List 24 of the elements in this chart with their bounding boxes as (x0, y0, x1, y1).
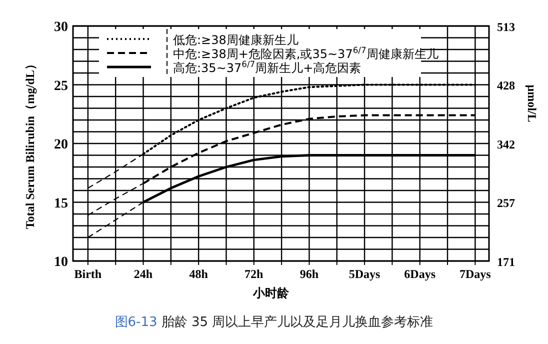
y2-axis-title: μmol/L (525, 84, 539, 122)
legend-label: 高危:35~37$^{6/7}$周新生儿+高危因素 (173, 59, 362, 75)
y2-tick-label: 513 (497, 20, 515, 34)
x-tick-label: 96h (300, 267, 319, 281)
x-tick-label: 7Days (460, 267, 492, 281)
x-tick-label: 24h (134, 267, 153, 281)
x-tick-label: Birth (74, 267, 102, 281)
x-axis-title: 小时龄 (252, 286, 290, 300)
y-tick-label: 15 (54, 196, 68, 212)
x-tick-label: 6Days (404, 267, 436, 281)
legend-label: 低危:≥38周健康新生儿 (173, 33, 298, 47)
x-tick-label: 48h (189, 267, 208, 281)
y2-tick-label: 257 (497, 196, 515, 210)
y-tick-label: 10 (54, 255, 68, 270)
y2-tick-label: 428 (497, 78, 515, 92)
y-tick-label: 20 (54, 138, 68, 152)
y2-tick-label: 171 (497, 255, 515, 269)
caption: 图6-13 胎龄 35 周以上早产儿以及足月儿换血参考标准 (114, 315, 434, 330)
x-tick-label: 5Days (348, 267, 381, 281)
y2-tick-label: 342 (497, 138, 515, 152)
x-tick-label: 72h (244, 267, 264, 281)
y-tick-label: 30 (54, 20, 68, 35)
y-axis-title: Total Serum Bilirubin（mg/dL） (23, 58, 37, 229)
y-tick-label: 25 (54, 78, 68, 94)
